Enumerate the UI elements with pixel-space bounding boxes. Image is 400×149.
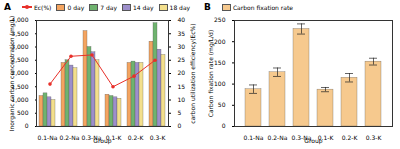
svg-text:20: 20 — [178, 69, 186, 76]
svg-text:25: 25 — [178, 56, 186, 63]
svg-text:2,000: 2,000 — [11, 69, 29, 77]
svg-text:150: 150 — [214, 59, 226, 66]
svg-text:15: 15 — [178, 83, 186, 90]
svg-text:0.2-K: 0.2-K — [128, 134, 145, 141]
svg-text:2,500: 2,500 — [11, 56, 29, 64]
html-text:B: B — [204, 2, 211, 12]
svg-text:0.3-Na: 0.3-Na — [81, 133, 102, 141]
svg-text:0.1-K: 0.1-K — [105, 133, 122, 141]
html-text:18 day: 18 day — [169, 3, 191, 11]
svg-text:Group: Group — [93, 137, 111, 145]
html-text:Carbon fixation rate: Carbon fixation rate — [232, 3, 293, 11]
html-text:0 day: 0 day — [67, 3, 85, 11]
svg-text:0.1-Na: 0.1-Na — [244, 134, 264, 141]
svg-text:0.1-Na: 0.1-Na — [38, 134, 58, 141]
svg-text:30: 30 — [178, 43, 186, 50]
svg-text:5: 5 — [178, 109, 182, 116]
svg-text:Inorganic carbon concentration: Inorganic carbon concentration (mg/L) — [8, 16, 16, 132]
svg-text:0: 0 — [222, 122, 226, 129]
html-text:A: A — [4, 2, 11, 12]
svg-text:Carbon fixation rate (mg/L/d): Carbon fixation rate (mg/L/d) — [207, 30, 215, 118]
svg-text:0.3-K: 0.3-K — [366, 134, 383, 141]
html-text:Ec(%): Ec(%) — [34, 3, 52, 11]
svg-text:3,500: 3,500 — [11, 29, 29, 37]
svg-text:carbon utilization efficiency(: carbon utilization efficiency(Ec%) — [189, 23, 197, 123]
svg-text:35: 35 — [178, 30, 186, 37]
svg-text:100: 100 — [214, 80, 226, 87]
svg-text:0.3-K: 0.3-K — [150, 134, 167, 141]
svg-text:0.1-K: 0.1-K — [317, 133, 334, 141]
svg-text:0.2-Na: 0.2-Na — [60, 134, 80, 141]
svg-text:0.2-K: 0.2-K — [342, 134, 359, 141]
svg-text:0: 0 — [25, 122, 29, 129]
svg-text:3,000: 3,000 — [11, 42, 29, 50]
html-text:7 day: 7 day — [100, 3, 117, 11]
svg-text:50: 50 — [218, 101, 226, 108]
svg-text:Group: Group — [304, 137, 322, 145]
svg-text:0.2-Na: 0.2-Na — [268, 134, 288, 141]
svg-text:1,500: 1,500 — [11, 82, 29, 90]
svg-text:0: 0 — [178, 122, 182, 129]
svg-text:1,000: 1,000 — [11, 95, 29, 103]
svg-text:500: 500 — [17, 109, 29, 116]
html-text:14 day: 14 day — [133, 3, 154, 11]
svg-text:200: 200 — [214, 38, 226, 45]
svg-text:0.3-Na: 0.3-Na — [291, 133, 312, 141]
svg-text:250: 250 — [214, 16, 226, 23]
svg-text:10: 10 — [178, 96, 186, 103]
svg-text:4,000: 4,000 — [11, 16, 29, 24]
svg-text:40: 40 — [178, 16, 186, 23]
